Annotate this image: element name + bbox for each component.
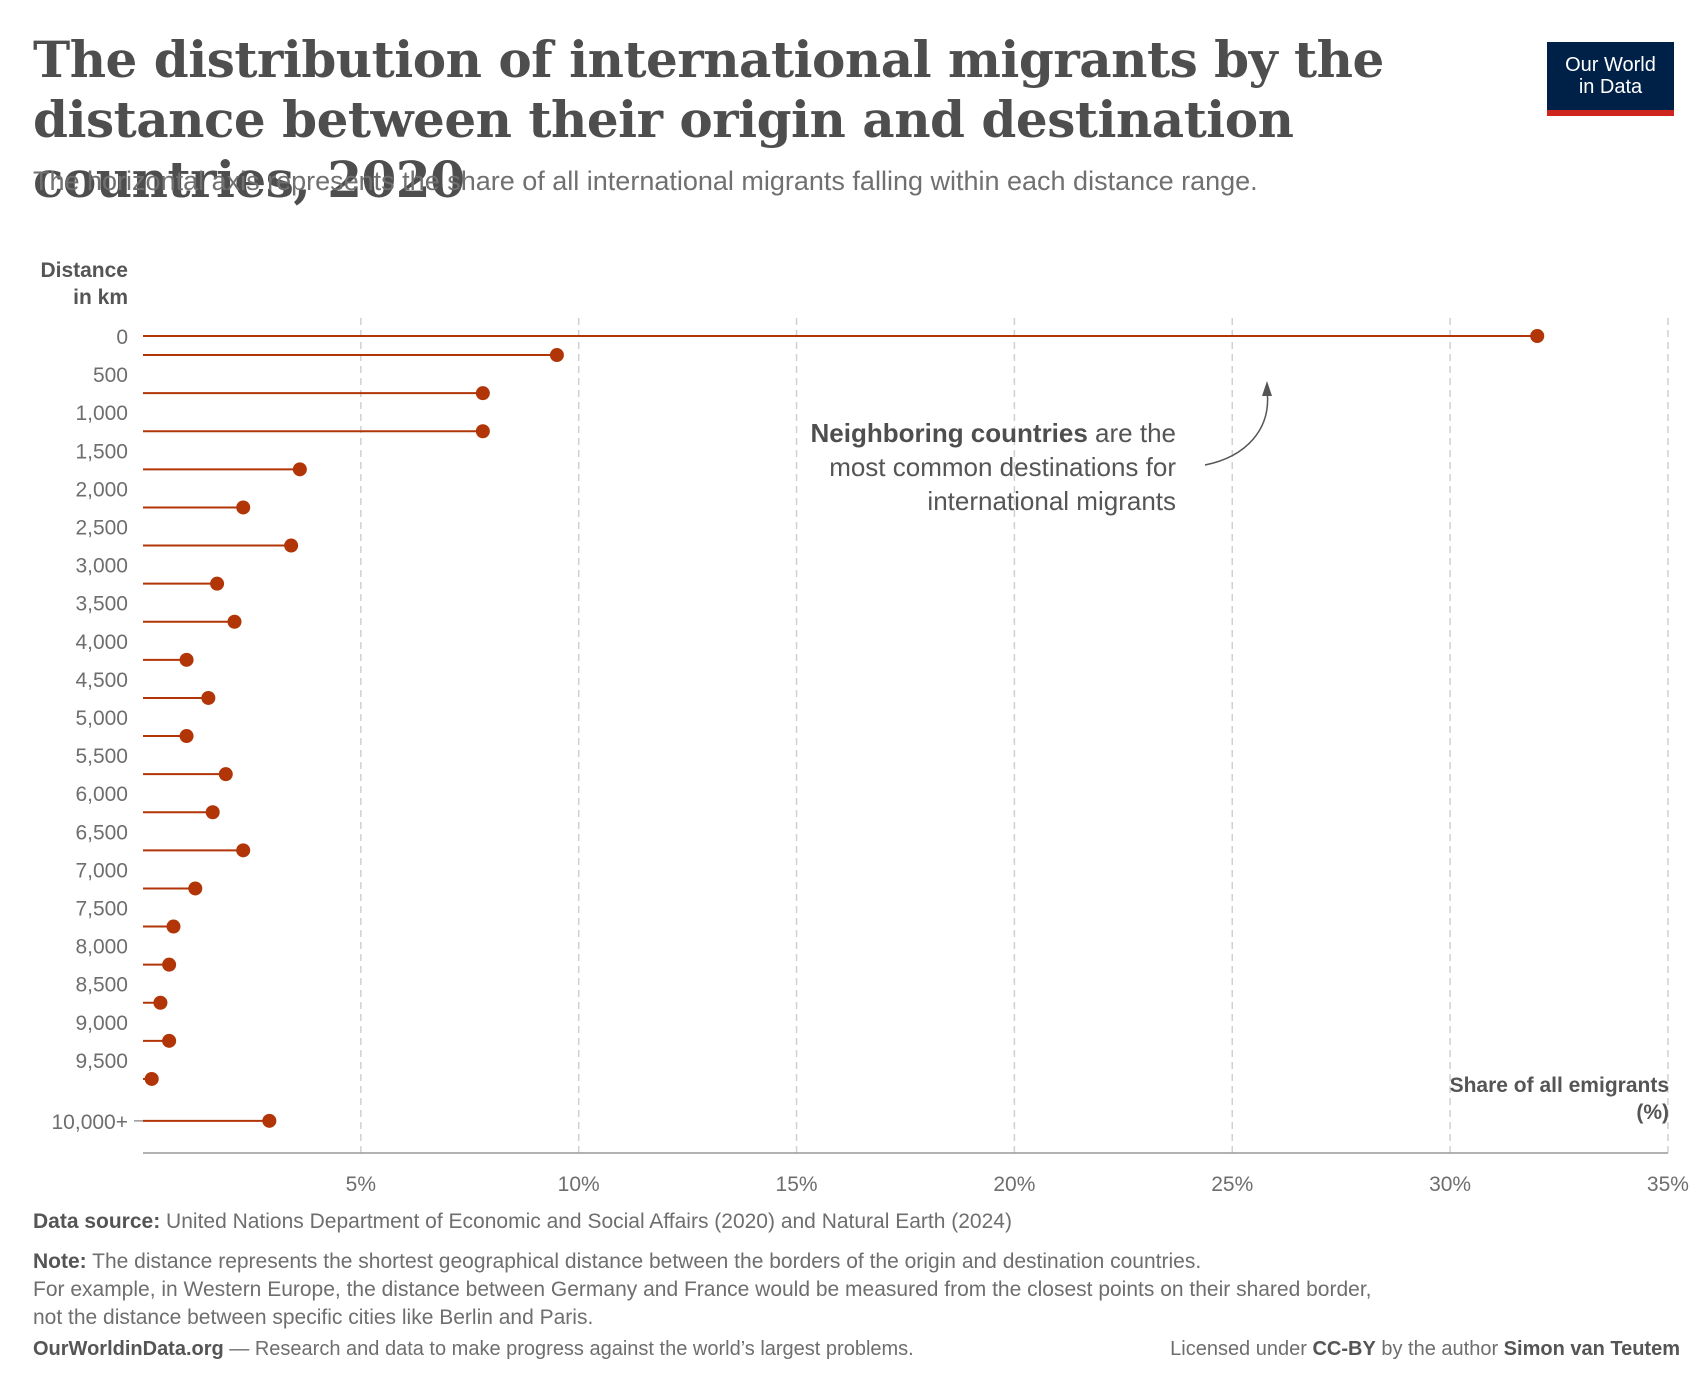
lollipop-point[interactable]	[475, 386, 490, 401]
x-tick-label: 20%	[993, 1173, 1035, 1196]
data-marks	[143, 329, 1545, 1128]
logo-line-2: in Data	[1578, 76, 1643, 98]
y-tick-label: 7,500	[75, 898, 128, 921]
y-tick-label: 9,000	[75, 1012, 128, 1035]
x-tick-label: 5%	[346, 1173, 376, 1196]
y-tick-label: 8,500	[75, 974, 128, 997]
lollipop-point[interactable]	[218, 767, 233, 782]
lollipop-point[interactable]	[201, 690, 216, 705]
chart-title: The distribution of international migran…	[33, 30, 1384, 209]
lollipop-point[interactable]	[292, 462, 307, 477]
lollipop-point[interactable]	[179, 729, 194, 744]
site-link[interactable]: OurWorldinData.org	[33, 1338, 224, 1360]
y-tick-label: 9,500	[75, 1050, 128, 1073]
y-tick-label: 1,500	[75, 440, 128, 463]
y-tick-label: 6,500	[75, 821, 128, 844]
note-line-1: Note: The distance represents the shorte…	[33, 1250, 1202, 1273]
y-tick-label: 4,000	[75, 631, 128, 654]
footer-license: Licensed under CC-BY by the author Simon…	[1170, 1338, 1680, 1360]
y-tick-label: 5,500	[75, 745, 128, 768]
lollipop-point[interactable]	[144, 1071, 159, 1086]
license-link[interactable]: CC-BY	[1312, 1338, 1376, 1360]
author-name: Simon van Teutem	[1503, 1338, 1680, 1360]
x-tick-labels: 5% 10% 15% 20% 25% 30% 35%	[346, 1173, 1689, 1196]
y-tick-label: 6,000	[75, 783, 128, 806]
lollipop-point[interactable]	[205, 805, 220, 820]
y-axis-title-line-2: in km	[73, 286, 128, 309]
gridlines	[134, 318, 1669, 1154]
x-axis-title-line-1: Share of all emigrants	[1450, 1074, 1669, 1097]
annotation-line-1: are the	[1088, 418, 1176, 448]
x-tick-label: 35%	[1647, 1173, 1689, 1196]
lollipop-point[interactable]	[236, 843, 251, 858]
x-tick-label: 15%	[776, 1173, 818, 1196]
y-tick-label: 2,500	[75, 517, 128, 540]
annotation-arrow	[1204, 389, 1269, 466]
lollipop-point[interactable]	[475, 424, 490, 439]
annotation-line-2: most common destinations for	[829, 452, 1176, 482]
note-line-2: For example, in Western Europe, the dist…	[33, 1278, 1372, 1301]
annotation-bold: Neighboring countries	[810, 418, 1087, 448]
logo-line-1: Our World	[1565, 54, 1656, 76]
y-tick-label: 7,000	[75, 859, 128, 882]
y-tick-label: 2,000	[75, 478, 128, 501]
lollipop-point[interactable]	[549, 348, 564, 363]
lollipop-point[interactable]	[284, 538, 299, 553]
annotation-arrowhead	[1262, 381, 1272, 396]
lollipop-point[interactable]	[210, 576, 225, 591]
y-axis-title-line-1: Distance	[40, 259, 128, 282]
chart-subtitle: The horizontal axis represents the share…	[33, 166, 1258, 196]
data-source: Data source: United Nations Department o…	[33, 1210, 1012, 1233]
lollipop-point[interactable]	[166, 919, 181, 934]
x-axis-title-line-2: (%)	[1636, 1101, 1669, 1124]
lollipop-point[interactable]	[162, 957, 177, 972]
y-tick-label: 500	[93, 364, 128, 387]
y-tick-label: 1,000	[75, 402, 128, 425]
y-tick-label: 3,000	[75, 555, 128, 578]
y-tick-label: 3,500	[75, 593, 128, 616]
x-tick-label: 10%	[558, 1173, 600, 1196]
y-tick-label: 10,000+	[52, 1111, 129, 1134]
lollipop-point[interactable]	[179, 652, 194, 667]
lollipop-point[interactable]	[236, 500, 251, 515]
y-tick-label: 5,000	[75, 707, 128, 730]
annotation-line-3: international migrants	[927, 486, 1176, 516]
lollipop-chart: 0 500 1,000 1,500 2,000 2,500 3,000 3,500 4,000 4…	[40, 259, 1689, 1196]
y-tick-label: 4,500	[75, 669, 128, 692]
svg-text:Neighboring countries are the: Neighboring countries are the	[810, 418, 1176, 448]
annotation: Neighboring countries are the most commo…	[810, 418, 1176, 516]
y-tick-label: 8,000	[75, 936, 128, 959]
owid-logo[interactable]: Our World in Data	[1547, 42, 1674, 116]
footer-site: OurWorldinData.org — Research and data t…	[33, 1338, 914, 1360]
lollipop-point[interactable]	[188, 881, 203, 896]
lollipop-point[interactable]	[227, 614, 242, 629]
y-tick-label: 0	[116, 326, 128, 349]
y-tick-labels: 0 500 1,000 1,500 2,000 2,500 3,000 3,500 4,000 4…	[52, 326, 129, 1134]
lollipop-point[interactable]	[1530, 329, 1545, 343]
note-line-3: not the distance between specific cities…	[33, 1306, 594, 1329]
x-tick-label: 25%	[1211, 1173, 1253, 1196]
lollipop-point[interactable]	[262, 1113, 277, 1128]
lollipop-point[interactable]	[153, 995, 168, 1010]
lollipop-point[interactable]	[162, 1033, 177, 1048]
x-tick-label: 30%	[1429, 1173, 1471, 1196]
